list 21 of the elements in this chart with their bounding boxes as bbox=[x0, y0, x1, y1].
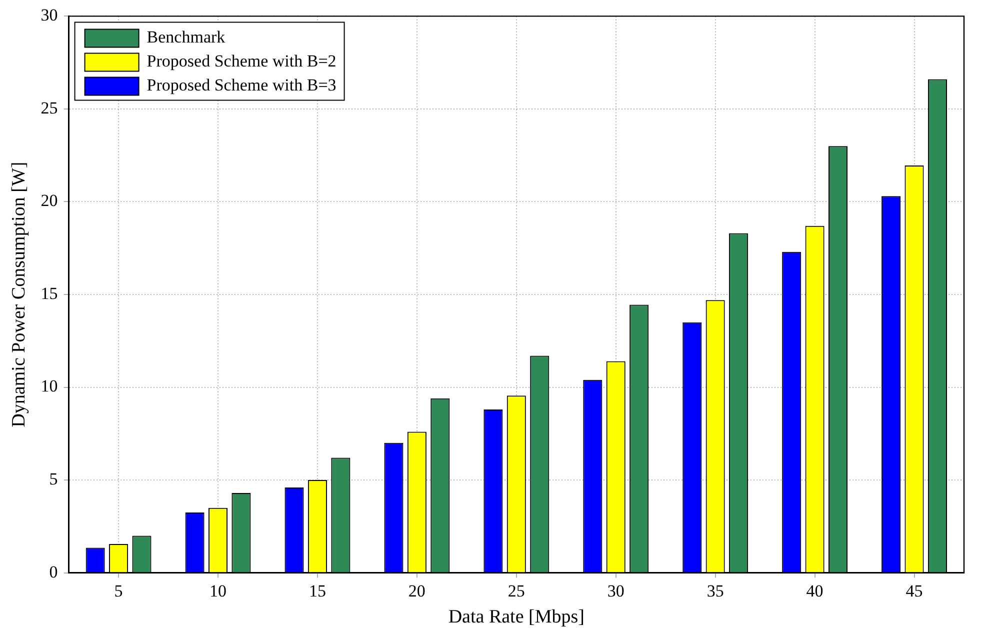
x-tick-label: 20 bbox=[408, 581, 426, 600]
y-tick-label: 15 bbox=[40, 284, 58, 303]
x-tick-label: 5 bbox=[114, 581, 123, 600]
x-tick-label: 35 bbox=[706, 581, 724, 600]
x-tick-label: 30 bbox=[607, 581, 624, 600]
y-tick-label: 10 bbox=[40, 376, 58, 396]
x-tick-label: 15 bbox=[308, 581, 326, 600]
y-axis-title: Dynamic Power Consumption [W] bbox=[8, 162, 30, 428]
x-tick-label: 25 bbox=[508, 581, 525, 600]
legend-label: Proposed Scheme with B=3 bbox=[146, 76, 336, 95]
y-tick-label: 25 bbox=[40, 98, 58, 118]
y-tick-label: 30 bbox=[40, 6, 58, 25]
x-axis-title: Data Rate [Mbps] bbox=[448, 606, 584, 628]
x-tick-label: 40 bbox=[806, 581, 824, 600]
y-tick-label: 5 bbox=[49, 470, 58, 488]
y-tick-label: 0 bbox=[49, 562, 58, 582]
x-tick-label: 45 bbox=[906, 581, 923, 600]
legend-label: Proposed Scheme with B=2 bbox=[146, 52, 336, 71]
x-tick-label: 10 bbox=[210, 581, 226, 600]
y-tick-label: 20 bbox=[40, 191, 58, 210]
legend-label: Benchmark bbox=[146, 28, 226, 47]
